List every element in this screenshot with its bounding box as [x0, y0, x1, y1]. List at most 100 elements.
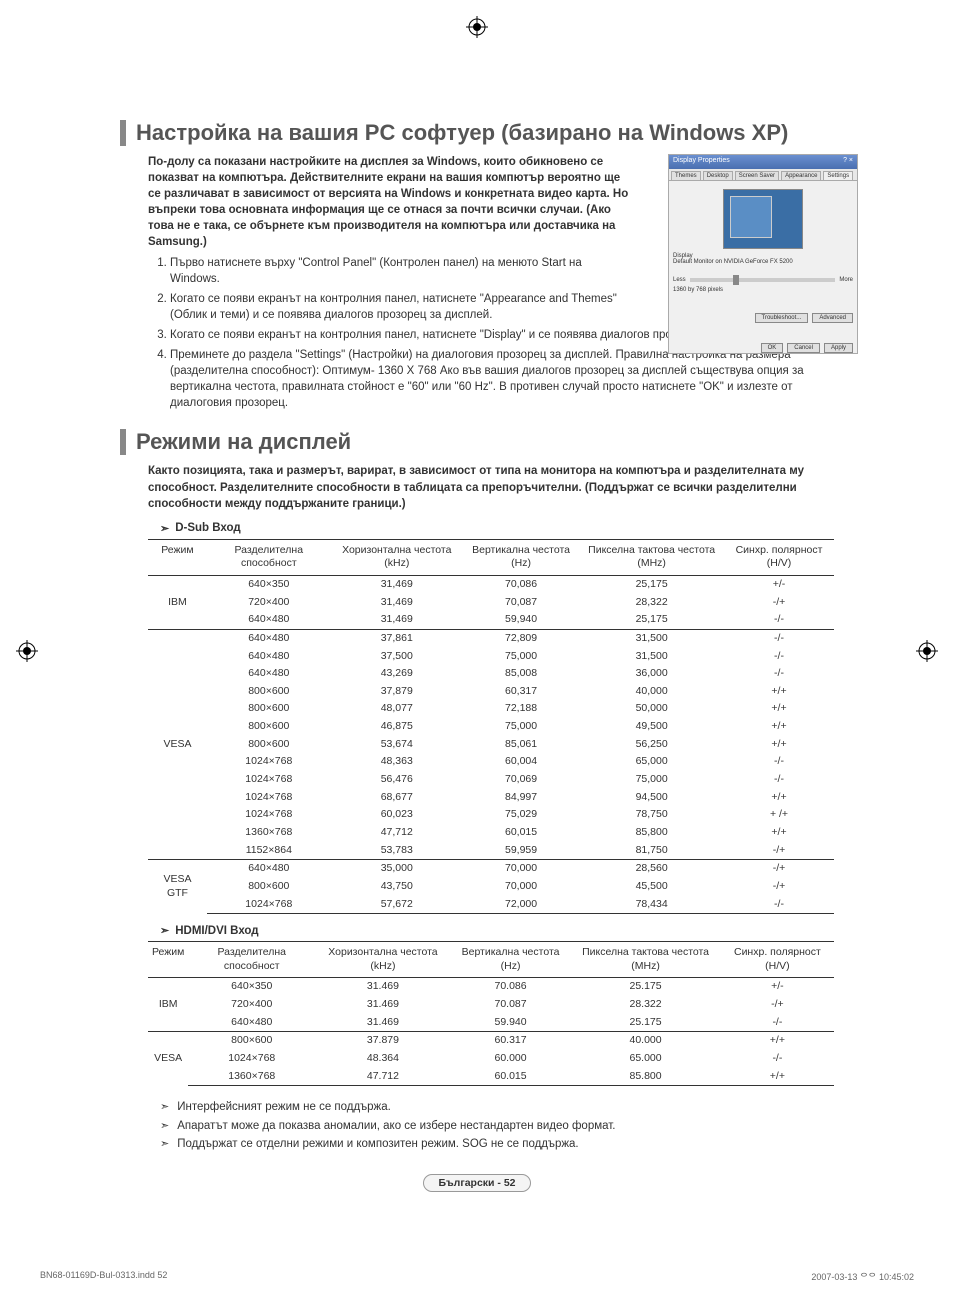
data-cell: 40.000 — [570, 1032, 720, 1050]
data-cell: 640×480 — [207, 611, 331, 629]
table-row: 720×40031.46970.08728.322-/+ — [148, 996, 834, 1014]
data-cell: 70,000 — [463, 878, 579, 896]
tab-screensaver: Screen Saver — [735, 171, 779, 180]
th-sync: Синхр. полярност (H/V) — [721, 942, 834, 978]
data-cell: 85,800 — [579, 824, 724, 842]
data-cell: 1360×768 — [188, 1068, 315, 1086]
th-res: Разделителна способност — [188, 942, 315, 978]
th-pclk: Пикселна тактова честота (MHz) — [570, 942, 720, 978]
data-cell: 640×480 — [207, 860, 331, 878]
dialog-title: Display Properties — [673, 157, 730, 167]
step-4: Преминете до раздела "Settings" (Настрой… — [170, 347, 834, 411]
data-cell: 59,959 — [463, 842, 579, 860]
table-row: 1152×86453,78359,95981,750-/+ — [148, 842, 834, 860]
data-cell: 28.322 — [570, 996, 720, 1014]
data-cell: 60,317 — [463, 683, 579, 701]
data-cell: 43,750 — [331, 878, 463, 896]
data-cell: 1024×768 — [207, 789, 331, 807]
data-cell: +/+ — [724, 736, 834, 754]
dialog-titlebar: Display Properties ? × — [669, 155, 857, 169]
advanced-button: Advanced — [812, 313, 853, 323]
data-cell: 75,029 — [463, 806, 579, 824]
data-cell: 1360×768 — [207, 824, 331, 842]
table-header-row: Режим Разделителна способност Хоризонтал… — [148, 942, 834, 978]
data-cell: 60.000 — [451, 1050, 571, 1068]
data-cell: 85,008 — [463, 665, 579, 683]
data-cell: 60,015 — [463, 824, 579, 842]
data-cell: 70,000 — [463, 860, 579, 878]
close-icon: ? × — [843, 157, 853, 167]
resolution-slider: Less More — [673, 273, 853, 287]
table-header-row: Режим Разделителна способност Хоризонтал… — [148, 539, 834, 575]
data-cell: 1024×768 — [207, 771, 331, 789]
data-cell: -/+ — [724, 842, 834, 860]
display-text: Default Monitor on NVIDIA GeForce FX 520… — [673, 259, 853, 265]
data-cell: 31,469 — [331, 594, 463, 612]
data-cell: 640×480 — [207, 665, 331, 683]
data-cell: 37,879 — [331, 683, 463, 701]
data-cell: 72,000 — [463, 896, 579, 914]
data-cell: +/+ — [724, 824, 834, 842]
data-cell: +/+ — [724, 683, 834, 701]
data-cell: 84,997 — [463, 789, 579, 807]
data-cell: +/+ — [721, 1068, 834, 1086]
dialog-body: Display Default Monitor on NVIDIA GeForc… — [669, 181, 857, 321]
tab-settings: Settings — [823, 171, 853, 180]
hdmi-header: HDMI/DVI Вход — [160, 924, 834, 937]
data-cell: 48.364 — [315, 1050, 451, 1068]
data-cell: +/+ — [724, 700, 834, 718]
data-cell: -/- — [724, 753, 834, 771]
table-row: IBM640×35031.46970.08625.175+/- — [148, 978, 834, 996]
data-cell: 43,269 — [331, 665, 463, 683]
data-cell: 70,087 — [463, 594, 579, 612]
data-cell: 25.175 — [570, 978, 720, 996]
th-mode: Режим — [148, 539, 207, 575]
data-cell: -/+ — [724, 878, 834, 896]
data-cell: 68,677 — [331, 789, 463, 807]
data-cell: 37,861 — [331, 629, 463, 647]
data-cell: +/- — [721, 978, 834, 996]
data-cell: 640×350 — [188, 978, 315, 996]
data-cell: -/- — [724, 611, 834, 629]
doc-footer: BN68-01169D-Bul-0313.indd 52 2007-03-13 … — [0, 1270, 954, 1283]
crop-mark-top — [466, 16, 488, 38]
data-cell: 56,250 — [579, 736, 724, 754]
data-cell: 70,069 — [463, 771, 579, 789]
data-cell: -/+ — [724, 860, 834, 878]
dsub-table: Режим Разделителна способност Хоризонтал… — [148, 539, 834, 914]
table-row: 800×60053,67485,06156,250+/+ — [148, 736, 834, 754]
data-cell: 36,000 — [579, 665, 724, 683]
table-row: 640×48031.46959.94025.175-/- — [148, 1014, 834, 1032]
th-hfreq: Хоризонтална честота (kHz) — [315, 942, 451, 978]
data-cell: 31.469 — [315, 978, 451, 996]
th-vfreq: Вертикална честота (Hz) — [463, 539, 579, 575]
data-cell: 1024×768 — [207, 753, 331, 771]
dialog-tabs: Themes Desktop Screen Saver Appearance S… — [669, 169, 857, 181]
dsub-label: D-Sub Вход — [175, 522, 241, 534]
data-cell: 75,000 — [579, 771, 724, 789]
th-res: Разделителна способност — [207, 539, 331, 575]
mode-cell: IBM — [148, 575, 207, 629]
notes: Интерфейсният режим не се поддържа. Апар… — [160, 1098, 834, 1154]
table-row: 640×48043,26985,00836,000-/- — [148, 665, 834, 683]
data-cell: 31.469 — [315, 996, 451, 1014]
resolution-value: 1360 by 768 pixels — [673, 287, 853, 293]
data-cell: 640×480 — [207, 648, 331, 666]
data-cell: +/- — [724, 575, 834, 593]
data-cell: 47.712 — [315, 1068, 451, 1086]
data-cell: 800×600 — [207, 700, 331, 718]
data-cell: 640×480 — [188, 1014, 315, 1032]
data-cell: -/- — [724, 771, 834, 789]
data-cell: 25.175 — [570, 1014, 720, 1032]
table-row: VESA640×48037,86172,80931,500-/- — [148, 629, 834, 647]
th-vfreq: Вертикална честота (Hz) — [451, 942, 571, 978]
table-row: 800×60043,75070,00045,500-/+ — [148, 878, 834, 896]
table-row: 800×60037,87960,31740,000+/+ — [148, 683, 834, 701]
data-cell: 56,476 — [331, 771, 463, 789]
page-number: Български - 52 — [423, 1174, 530, 1192]
data-cell: 1024×768 — [207, 896, 331, 914]
page-number-badge: Български - 52 — [120, 1174, 834, 1192]
data-cell: 65,000 — [579, 753, 724, 771]
note-2: Апаратът може да показва аномалии, ако с… — [160, 1117, 834, 1136]
data-cell: 81,750 — [579, 842, 724, 860]
